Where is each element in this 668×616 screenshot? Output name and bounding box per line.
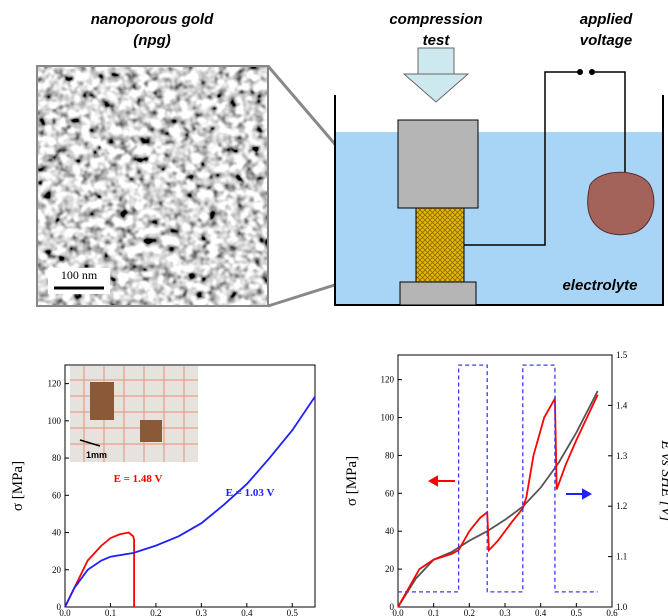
x-tick-label: 0.0 — [59, 608, 71, 616]
y-tick-label: 20 — [52, 565, 62, 575]
voltage-label: voltage — [580, 32, 633, 49]
electrolyte-label: electrolyte — [562, 277, 637, 294]
axis-arrow — [566, 490, 590, 498]
voltage-label: applied — [580, 11, 633, 28]
y2-tick-label: 1.5 — [616, 350, 628, 360]
series-line — [398, 391, 598, 607]
series-line — [398, 395, 598, 607]
x-tick-label: 0.4 — [241, 608, 253, 616]
base — [400, 282, 476, 305]
piston — [398, 120, 478, 208]
x-tick-label: 0.1 — [428, 608, 439, 616]
y-tick-label: 20 — [385, 564, 395, 574]
npg-sample — [416, 208, 464, 282]
y-tick-label: 80 — [385, 450, 395, 460]
y-tick-label: 100 — [381, 413, 395, 423]
scale-bar-label: 100 nm — [61, 268, 98, 282]
axis-arrow — [430, 477, 455, 485]
y-tick-label: 100 — [48, 416, 62, 426]
page: {"figure": {"npg_label": ["nanoporous go… — [0, 0, 668, 616]
y2-tick-label: 1.2 — [616, 501, 627, 511]
x-tick-label: 0.1 — [105, 608, 116, 616]
y-tick-label: 0 — [57, 602, 62, 612]
x-tick-label: 0.0 — [392, 608, 404, 616]
compression-label: compression — [389, 11, 482, 28]
x-tick-label: 0.3 — [499, 608, 511, 616]
y-tick-label: 120 — [48, 379, 62, 389]
series-line — [398, 365, 598, 592]
y2-tick-label: 1.4 — [616, 400, 628, 410]
x-tick-label: 0.5 — [571, 608, 583, 616]
x-tick-label: 0.4 — [535, 608, 547, 616]
y-tick-label: 80 — [52, 453, 62, 463]
series-label: E = 1.48 V — [114, 473, 163, 485]
y-axis-label: σ [MPa] — [10, 461, 26, 511]
terminal — [577, 69, 583, 75]
terminal — [589, 69, 595, 75]
arrow-head — [404, 74, 468, 102]
inset-scale-label: 1mm — [86, 450, 107, 460]
y-tick-label: 40 — [385, 526, 395, 536]
npg-label: nanoporous gold — [91, 11, 214, 28]
y-tick-label: 60 — [52, 490, 62, 500]
x-tick-label: 0.2 — [150, 608, 161, 616]
figure: nanoporous gold (npg) compression test a… — [0, 0, 668, 616]
series-line — [65, 533, 134, 608]
series-label: E = 1.03 V — [226, 487, 275, 499]
cube — [140, 420, 162, 442]
counter-electrode — [588, 172, 654, 234]
y-tick-label: 0 — [390, 602, 395, 612]
x-tick-label: 0.3 — [196, 608, 208, 616]
y-tick-label: 60 — [385, 488, 395, 498]
arrow-stem — [418, 48, 454, 74]
y2-tick-label: 1.3 — [616, 451, 628, 461]
x-tick-label: 0.5 — [287, 608, 299, 616]
y-tick-label: 40 — [52, 528, 62, 538]
x-tick-label: 0.2 — [464, 608, 475, 616]
y2-tick-label: 1.1 — [616, 552, 627, 562]
cube — [90, 382, 114, 420]
y-tick-label: 120 — [381, 375, 395, 385]
npg-label: (npg) — [133, 32, 170, 49]
y2-axis-label: E vs SHE [V] — [658, 439, 668, 521]
compression-label: test — [423, 32, 451, 49]
y2-tick-label: 1.0 — [616, 602, 628, 612]
y-axis-label: σ [MPa] — [344, 456, 360, 506]
